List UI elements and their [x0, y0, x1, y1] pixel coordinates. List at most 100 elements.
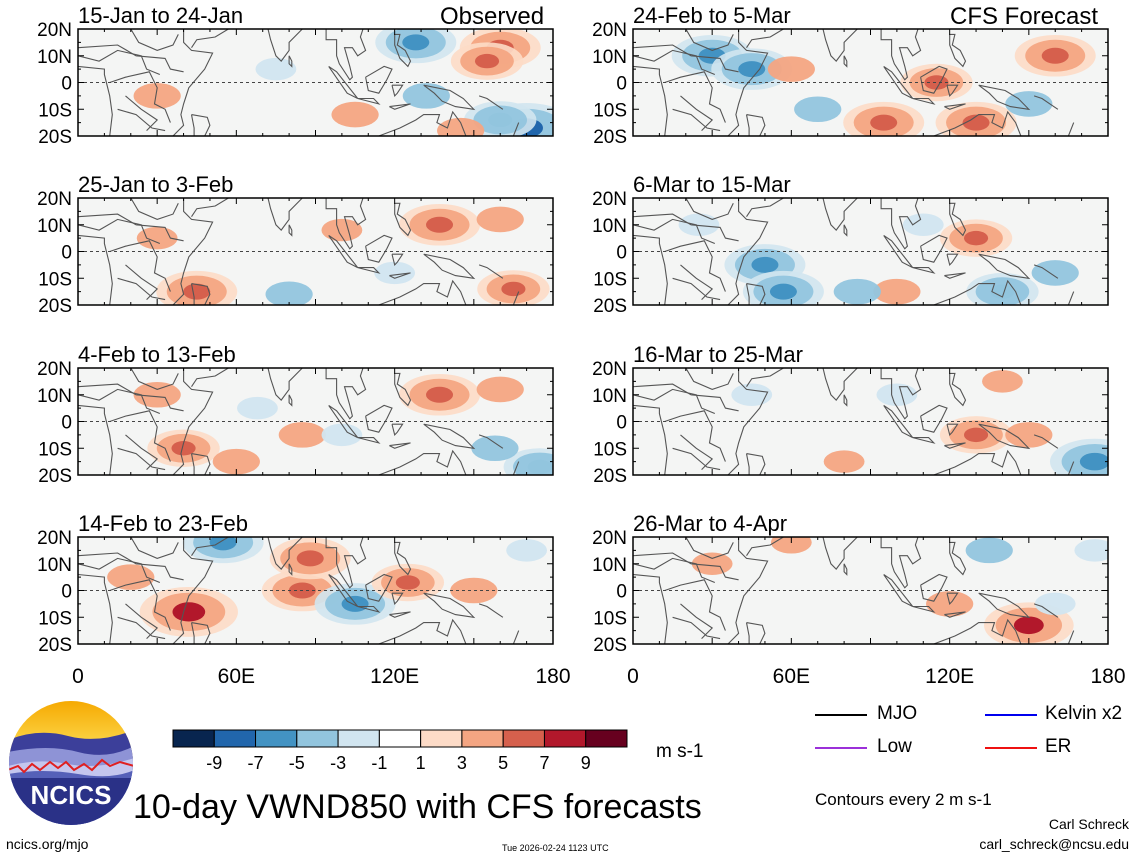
- coastline: [109, 410, 171, 462]
- coastline: [512, 291, 520, 305]
- lat-tick-label: 0: [616, 582, 627, 603]
- coastline: [633, 552, 739, 581]
- lat-tick-label: 10N: [592, 47, 627, 68]
- coastline: [949, 33, 967, 68]
- lat-tick-label: 10N: [592, 386, 627, 407]
- coastline: [357, 267, 381, 274]
- wind-anomaly-core: [426, 386, 454, 403]
- author-name: Carl Schreck: [1048, 816, 1129, 832]
- lon-tick-label: 60E: [218, 665, 255, 688]
- coastline: [78, 49, 161, 76]
- coastline: [664, 579, 726, 631]
- coastline: [933, 618, 1022, 644]
- coastline: [378, 110, 467, 136]
- coastline: [125, 434, 159, 470]
- coastline: [190, 283, 211, 305]
- colorbar-tick-label: 3: [457, 753, 467, 773]
- coastline: [745, 622, 766, 644]
- coastline: [325, 198, 367, 250]
- coastline: [1033, 434, 1059, 449]
- coastline: [746, 368, 784, 388]
- wind-anomaly-blob: [402, 83, 450, 109]
- units-label: m s-1: [656, 741, 704, 762]
- coastline: [920, 573, 948, 602]
- wind-anomaly-core: [1079, 452, 1108, 471]
- coastline: [727, 368, 769, 475]
- coastline: [512, 461, 520, 475]
- coastline: [78, 388, 161, 415]
- wind-anomaly-blob: [823, 450, 865, 473]
- lat-tick-label: 10S: [38, 269, 72, 290]
- wind-anomaly-blob: [321, 218, 363, 242]
- coastline: [117, 616, 166, 640]
- coastline: [78, 213, 184, 242]
- wind-anomaly-core: [990, 284, 1015, 299]
- coastline: [125, 603, 159, 639]
- coastline: [190, 114, 211, 136]
- colorbar-swatch: [420, 729, 463, 748]
- coastline: [1033, 603, 1059, 618]
- ncics-logo[interactable]: NCICS: [8, 700, 134, 826]
- lat-tick-label: 10S: [593, 269, 627, 290]
- lat-tick-label: 20N: [37, 528, 72, 549]
- wind-anomaly-blob: [770, 537, 812, 554]
- coastline: [746, 29, 784, 49]
- coastline: [365, 234, 393, 263]
- coastline: [109, 579, 171, 631]
- lat-tick-label: 20S: [593, 296, 627, 317]
- lat-tick-label: 10N: [37, 386, 72, 407]
- coastline: [822, 368, 858, 401]
- coastline: [191, 368, 229, 388]
- coastline: [267, 29, 303, 62]
- coastline: [117, 277, 166, 301]
- coastline: [633, 383, 739, 412]
- coastline: [130, 537, 179, 559]
- coastline: [880, 537, 922, 589]
- coastline: [880, 29, 922, 81]
- er-line-swatch: [985, 747, 1037, 749]
- website-link[interactable]: ncics.org/mjo: [6, 836, 89, 852]
- wind-anomaly-blob: [873, 278, 921, 305]
- coastline: [288, 563, 293, 576]
- lat-tick-label: 20S: [593, 635, 627, 656]
- coastline: [394, 541, 412, 576]
- coastline: [130, 29, 179, 51]
- logo-text: NCICS: [31, 780, 112, 810]
- coastline: [949, 202, 967, 237]
- lat-tick-label: 10N: [37, 47, 72, 68]
- author-email[interactable]: carl_schreck@ncsu.edu: [979, 836, 1129, 852]
- lat-tick-label: 20N: [592, 359, 627, 380]
- coastline: [423, 253, 476, 280]
- coastline: [378, 618, 467, 644]
- coastline: [633, 234, 668, 305]
- map-panel: 24-Feb to 5-Mar 20N 10N 0 10S 20S: [592, 3, 1109, 148]
- coastline: [978, 253, 1031, 280]
- colorbar-tick-label: 1: [416, 753, 426, 773]
- kelvin-line-swatch: [985, 714, 1037, 716]
- coastline: [949, 372, 967, 407]
- colorbar: -9 -7 -5 -3 -1 1 3 5 7 9: [172, 729, 628, 773]
- wind-anomaly-blob: [212, 448, 260, 475]
- coastline: [822, 29, 858, 62]
- coastline: [391, 592, 404, 605]
- coastline: [325, 29, 367, 81]
- wind-anomaly-blob: [506, 539, 548, 562]
- wind-anomaly-blob: [476, 206, 524, 233]
- coastline: [357, 605, 381, 613]
- coastline: [933, 110, 1022, 136]
- coastline: [1067, 461, 1075, 475]
- colorbar-tick-label: -9: [206, 753, 222, 773]
- lat-tick-label: 20S: [38, 635, 72, 656]
- panel-date-label: 6-Mar to 15-Mar: [633, 172, 791, 197]
- wind-anomaly-blob: [133, 83, 181, 109]
- coastline: [1033, 95, 1059, 110]
- lat-tick-label: 0: [616, 413, 627, 434]
- coastline: [944, 442, 966, 449]
- coastline: [378, 279, 467, 305]
- wind-anomaly-core: [963, 230, 989, 246]
- coastline: [78, 65, 113, 136]
- coastline: [746, 537, 784, 557]
- coastline: [933, 449, 1022, 475]
- wind-anomaly-blob: [731, 383, 773, 406]
